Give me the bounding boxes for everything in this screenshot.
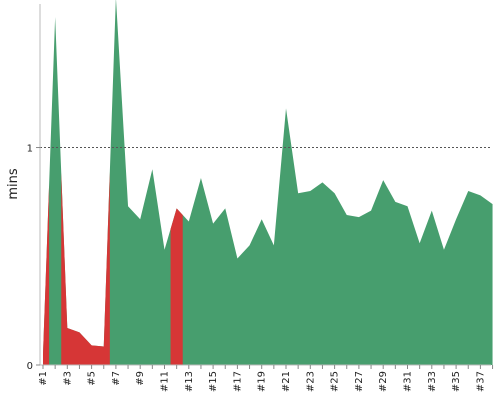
x-tick-label: #19 [257, 371, 268, 392]
x-tick-label: #29 [378, 371, 389, 392]
x-tick-label: #33 [427, 371, 438, 392]
x-tick-label: #13 [184, 371, 195, 392]
x-tick-label: #27 [354, 371, 365, 392]
area-segment-over-1 [43, 185, 50, 365]
y-tick-labels: 01 [27, 144, 40, 372]
x-tick-label: #17 [232, 371, 243, 392]
x-tick-label: #21 [281, 371, 292, 392]
x-tick-label: #1 [38, 371, 49, 386]
x-tick-label: #35 [451, 371, 462, 392]
x-tick-label: #23 [305, 371, 316, 392]
chart-axes [39, 4, 491, 366]
y-tick-label: 1 [27, 144, 33, 155]
x-tick-label: #7 [111, 371, 122, 386]
x-tick-label: #9 [135, 371, 146, 386]
chart-areas [43, 0, 493, 365]
area-segment-over-3 [170, 208, 183, 365]
x-tick-label: #15 [208, 371, 219, 392]
area-series-good [43, 0, 493, 365]
x-tick-label: #25 [330, 371, 341, 392]
x-tick-label: #37 [475, 371, 486, 392]
y-axis-title: mins [6, 168, 21, 200]
x-tick-label: #5 [87, 371, 98, 386]
area-segment-over-2 [61, 172, 110, 365]
y-tick-label: 0 [27, 361, 33, 372]
x-tick-label: #31 [403, 371, 414, 392]
x-tick-label: #3 [62, 371, 73, 386]
x-tick-labels: #1 #3 #5 #7 #9 #11 #13 #15 #17 #19 #21 #23 #25 #27 #29… [38, 365, 494, 392]
x-tick-label: #11 [160, 371, 171, 392]
